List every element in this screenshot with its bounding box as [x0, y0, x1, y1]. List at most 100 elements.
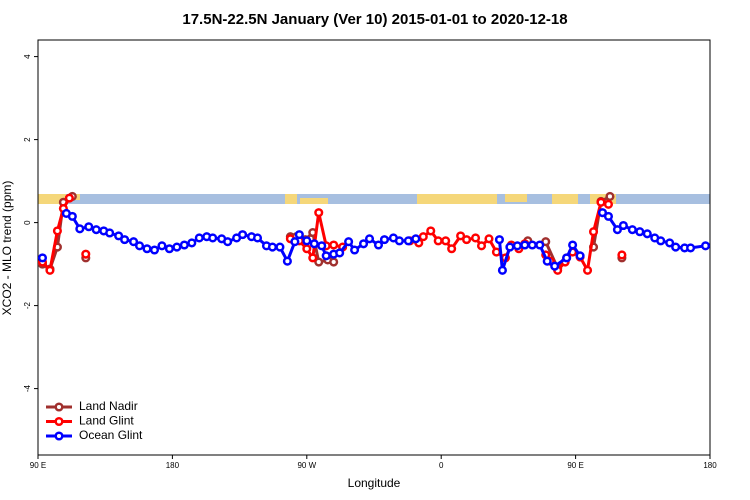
- data-point: [686, 243, 696, 253]
- data-point: [671, 242, 681, 252]
- data-point: [37, 253, 48, 263]
- data-point: [208, 233, 218, 243]
- data-point: [302, 236, 312, 246]
- data-point: [426, 226, 436, 236]
- x-tick-label: 90 E: [30, 461, 46, 470]
- data-point: [129, 237, 139, 247]
- data-point: [582, 265, 593, 275]
- data-point: [505, 242, 515, 252]
- data-point: [596, 197, 606, 207]
- y-tick-label: 4: [23, 54, 32, 59]
- data-point: [290, 237, 300, 247]
- ocean-band: [38, 194, 710, 204]
- data-point: [605, 191, 615, 202]
- data-point: [275, 242, 285, 252]
- data-point: [120, 235, 130, 245]
- data-point: [550, 261, 560, 271]
- data-point: [344, 237, 354, 247]
- data-point: [105, 228, 115, 238]
- data-point: [238, 230, 248, 240]
- data-point: [456, 231, 466, 241]
- data-point: [317, 241, 327, 251]
- legend-marker: [54, 431, 64, 441]
- data-point: [441, 236, 451, 246]
- data-point: [149, 245, 160, 255]
- y-axis-label: XCO2 - MLO trend (ppm): [0, 181, 14, 316]
- data-point: [527, 240, 537, 250]
- data-point: [497, 265, 507, 275]
- data-point: [321, 251, 331, 261]
- data-point: [91, 225, 101, 235]
- land-band: [505, 194, 527, 202]
- data-point: [462, 235, 472, 245]
- data-point: [142, 244, 152, 254]
- data-point: [252, 233, 263, 243]
- data-point: [612, 225, 622, 235]
- data-point: [187, 238, 197, 248]
- data-point: [302, 244, 312, 254]
- data-point: [588, 227, 599, 237]
- data-point: [114, 231, 124, 241]
- data-point: [470, 233, 481, 243]
- legend-marker: [54, 402, 64, 412]
- data-point: [603, 211, 614, 221]
- chart-title: 17.5N-22.5N January (Ver 10) 2015-01-01 …: [182, 11, 567, 28]
- data-point: [542, 256, 552, 266]
- legend-label: Land Nadir: [79, 399, 138, 413]
- y-tick-label: 0: [23, 220, 32, 225]
- land-band: [285, 194, 297, 204]
- data-point: [179, 240, 189, 250]
- data-point: [627, 225, 637, 235]
- y-tick-label: 2: [23, 137, 32, 142]
- data-point: [665, 238, 675, 248]
- y-tick-label: -4: [23, 384, 32, 392]
- data-point: [52, 226, 62, 236]
- data-point: [358, 239, 369, 249]
- land-band: [417, 194, 497, 204]
- data-point: [373, 240, 384, 250]
- data-point: [350, 245, 360, 255]
- data-point: [568, 240, 578, 250]
- data-point: [411, 234, 421, 244]
- data-point: [700, 241, 711, 251]
- data-point: [447, 244, 457, 254]
- y-tick-label: -2: [23, 301, 32, 309]
- land-band: [38, 194, 66, 204]
- data-point: [520, 240, 530, 250]
- x-tick-label: 180: [703, 461, 717, 470]
- data-point: [433, 236, 443, 246]
- data-point: [364, 234, 375, 244]
- data-point: [494, 235, 504, 245]
- data-point: [512, 241, 522, 251]
- data-point: [476, 241, 487, 251]
- data-point: [134, 241, 145, 251]
- data-point: [314, 208, 324, 218]
- data-point: [282, 256, 292, 266]
- data-point: [562, 253, 572, 263]
- data-point: [329, 257, 339, 267]
- data-point: [81, 249, 91, 259]
- series: [37, 208, 711, 275]
- data-point: [575, 251, 585, 261]
- data-point: [491, 247, 502, 257]
- data-point: [172, 242, 182, 252]
- land-band: [300, 198, 328, 204]
- data-point: [484, 234, 494, 244]
- data-point: [642, 229, 652, 239]
- data-point: [329, 240, 339, 250]
- legend-label: Ocean Glint: [79, 428, 143, 442]
- data-point: [308, 253, 318, 263]
- data-point: [403, 236, 413, 246]
- data-point: [379, 235, 390, 245]
- data-point: [309, 239, 319, 249]
- data-point: [535, 240, 545, 250]
- data-point: [314, 257, 324, 267]
- data-point: [294, 230, 304, 240]
- data-point: [597, 208, 608, 218]
- data-point: [617, 250, 627, 260]
- x-tick-label: 90 W: [297, 461, 316, 470]
- data-point: [394, 236, 404, 246]
- legend-label: Land Glint: [79, 414, 134, 428]
